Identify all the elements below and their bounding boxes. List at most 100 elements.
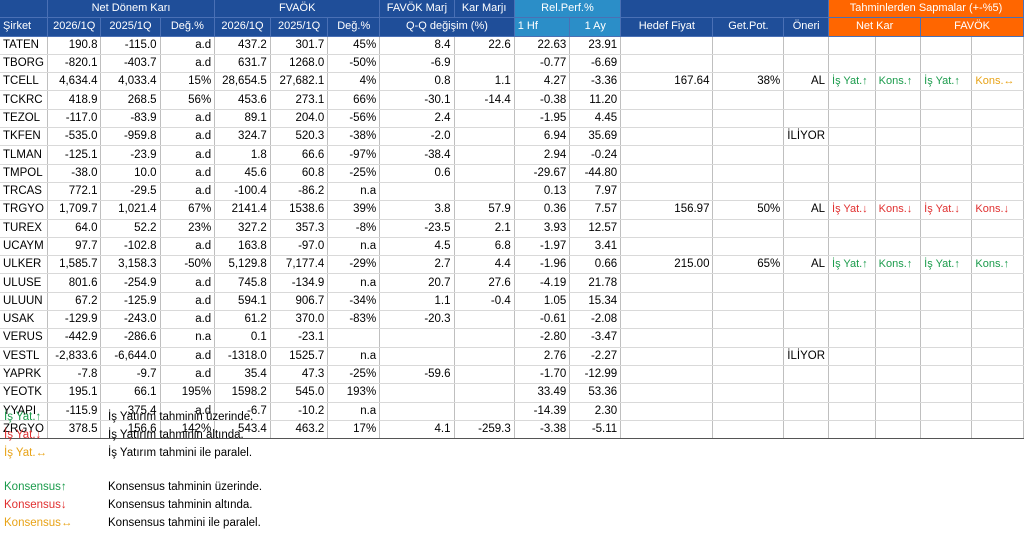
cell-ticker: YYAPI: [0, 402, 48, 421]
cell-sapma-favok-kons: [971, 54, 1024, 74]
cell-get-pot: [712, 109, 785, 129]
cell-oneri: [783, 383, 830, 403]
earnings-table: Net Dönem Karı FVAÖK FAVÖK Marj Kar Marj…: [0, 0, 1024, 440]
cell-net-deg: a.d: [160, 182, 216, 202]
cell-favok-marj: 2.7: [379, 255, 455, 275]
cell-sapma-favok-is: [920, 54, 973, 74]
cell-favok-deg: [327, 328, 381, 348]
cell-favok-2025: -10.2: [270, 402, 329, 421]
header-blank: [0, 0, 48, 19]
cell-kar-marji: 2.1: [454, 219, 515, 238]
cell-favok-deg: -50%: [327, 54, 381, 74]
cell-rel-1hf: 0.36: [514, 200, 571, 220]
table-row: YAPRK -7.8 -9.7 a.d 35.4 47.3 -25% -59.6 -1.70 -1…: [0, 365, 1024, 385]
header-favok-deg: Değ.%: [327, 17, 381, 37]
header-net-2025: 2025/1Q: [100, 17, 161, 37]
cell-ticker: UCAYM: [0, 237, 48, 257]
cell-get-pot: [712, 127, 785, 147]
cell-favok-marj: 0.6: [379, 164, 455, 183]
cell-sapma-net-is: [828, 109, 876, 129]
cell-sapma-net-kons: [875, 109, 922, 129]
cell-net-2026: -129.9: [47, 310, 102, 330]
cell-sapma-net-kons: Kons.↑: [875, 255, 922, 275]
cell-favok-2025: -23.1: [270, 328, 329, 348]
cell-net-deg: a.d: [160, 365, 216, 385]
cell-favok-2026: 327.2: [214, 219, 271, 238]
cell-sapma-net-kons: [875, 347, 922, 366]
cell-rel-1ay: 4.45: [569, 109, 622, 129]
cell-sapma-net-kons: [875, 145, 922, 165]
cell-rel-1ay: 7.97: [569, 182, 622, 202]
cell-favok-deg: n.a: [327, 347, 381, 366]
cell-net-deg: -50%: [160, 255, 216, 275]
cell-ticker: TCELL: [0, 72, 48, 92]
cell-sapma-net-is: [828, 310, 876, 330]
cell-ticker: ULKER: [0, 255, 48, 275]
cell-ticker: ULUUN: [0, 292, 48, 312]
cell-oneri: [783, 402, 830, 421]
cell-kar-marji: [454, 145, 515, 165]
cell-sapma-net-is: [828, 273, 876, 293]
cell-get-pot: [712, 365, 785, 385]
cell-net-2026: 190.8: [47, 36, 102, 55]
header-favok-sub: FAVÖK: [920, 17, 1024, 37]
cell-oneri: [783, 219, 830, 238]
cell-favok-deg: -29%: [327, 255, 381, 275]
cell-sapma-favok-is: [920, 420, 973, 440]
cell-net-deg: a.d: [160, 347, 216, 366]
cell-rel-1hf: 2.94: [514, 145, 571, 165]
cell-sapma-favok-is: [920, 383, 973, 403]
cell-rel-1hf: 2.76: [514, 347, 571, 366]
header-net-donem-kari: Net Dönem Karı: [47, 0, 216, 19]
cell-rel-1ay: -3.36: [569, 72, 622, 92]
cell-oneri: [783, 109, 830, 129]
cell-rel-1ay: 53.36: [569, 383, 622, 403]
cell-sapma-net-kons: [875, 54, 922, 74]
cell-net-2026: -38.0: [47, 164, 102, 183]
cell-net-deg: n.a: [160, 328, 216, 348]
cell-favok-marj: 4.1: [379, 420, 455, 440]
cell-favok-deg: 66%: [327, 90, 381, 110]
cell-favok-2025: 27,682.1: [270, 72, 329, 92]
cell-net-deg: 195%: [160, 383, 216, 403]
cell-kar-marji: -259.3: [454, 420, 515, 440]
cell-sapma-net-kons: [875, 127, 922, 147]
table-row: ULKER 1,585.7 3,158.3 -50% 5,129.8 7,177.4 -29…: [0, 255, 1024, 275]
cell-net-2026: -535.0: [47, 127, 102, 147]
cell-net-2026: 4,634.4: [47, 72, 102, 92]
table-row: UCAYM 97.7 -102.8 a.d 163.8 -97.0 n.a 4.5 6.8 -1.…: [0, 237, 1024, 257]
table-row: YEOTK 195.1 66.1 195% 1598.2 545.0 193% 33.49 53…: [0, 383, 1024, 403]
cell-kar-marji: [454, 310, 515, 330]
legend-description: İş Yatırım tahmini ile paralel.: [108, 447, 253, 459]
cell-hedef-fiyat: [620, 182, 714, 202]
cell-get-pot: [712, 383, 785, 403]
cell-hedef-fiyat: [620, 347, 714, 366]
cell-sapma-favok-kons: [971, 292, 1024, 312]
cell-kar-marji: [454, 402, 515, 421]
cell-rel-1hf: 4.27: [514, 72, 571, 92]
cell-favok-marj: 8.4: [379, 36, 455, 55]
cell-kar-marji: [454, 54, 515, 74]
cell-favok-deg: 17%: [327, 420, 381, 440]
cell-sapma-favok-kons: [971, 273, 1024, 293]
header-rel-perf: Rel.Perf.%: [514, 0, 622, 19]
cell-hedef-fiyat: [620, 90, 714, 110]
cell-oneri: İLİYOR: [783, 127, 830, 147]
cell-ticker: ULUSE: [0, 273, 48, 293]
cell-ticker: YEOTK: [0, 383, 48, 403]
cell-net-deg: 56%: [160, 90, 216, 110]
cell-net-2025: 1,021.4: [100, 200, 161, 220]
cell-favok-marj: [379, 328, 455, 348]
cell-kar-marji: [454, 383, 515, 403]
cell-rel-1hf: -4.19: [514, 273, 571, 293]
cell-hedef-fiyat: [620, 310, 714, 330]
legend-description: İş Yatırım tahminin altında.: [108, 429, 244, 441]
cell-rel-1ay: 0.66: [569, 255, 622, 275]
legend-label: Konsensus↓: [4, 499, 67, 511]
cell-net-2025: 10.0: [100, 164, 161, 183]
cell-kar-marji: -0.4: [454, 292, 515, 312]
cell-hedef-fiyat: [620, 402, 714, 421]
cell-sapma-net-is: [828, 237, 876, 257]
cell-favok-deg: 193%: [327, 383, 381, 403]
cell-sapma-net-is: İş Yat.↑: [828, 72, 876, 92]
